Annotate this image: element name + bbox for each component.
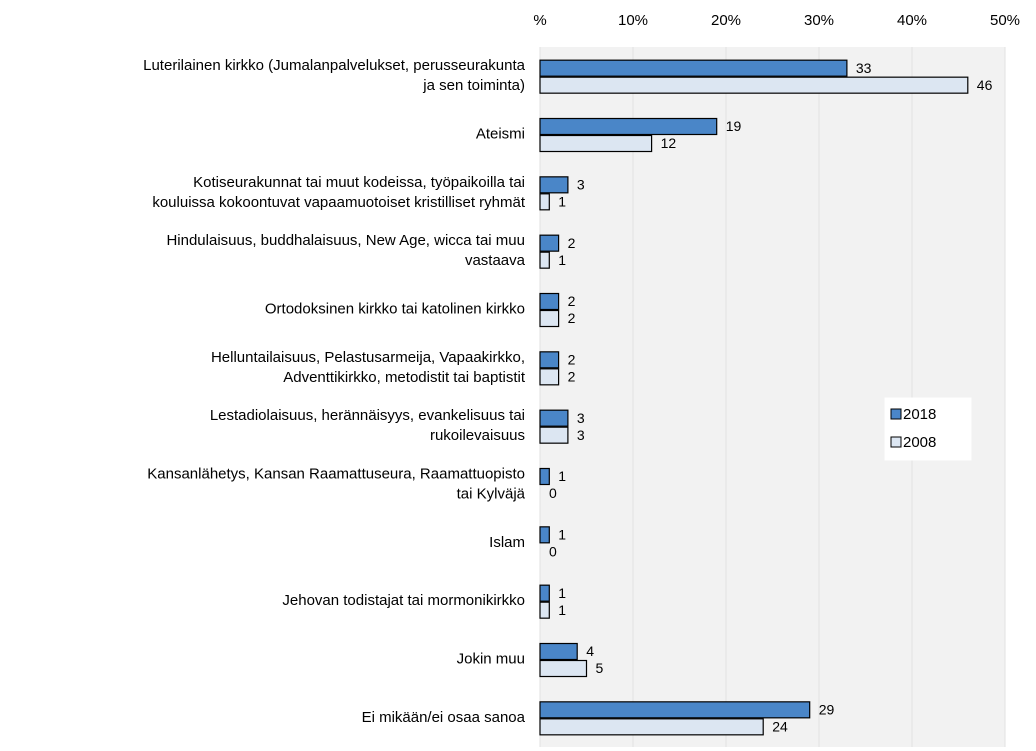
bar [539, 368, 560, 386]
category-label: Ei mikään/ei osaa sanoa [362, 709, 526, 726]
plot-background [540, 47, 1005, 747]
value-label: 2 [568, 352, 576, 368]
x-tick-label: 50% [990, 12, 1020, 29]
category-label: Lestadiolaisuus, herännäisyys, evankelis… [210, 407, 525, 424]
category-label: kouluissa kokoontuvat vapaamuotoiset kri… [152, 194, 526, 211]
legend-label: 2018 [903, 406, 936, 423]
category-label: tai Kylväjä [457, 485, 526, 502]
value-label: 2 [568, 369, 576, 385]
bar [539, 76, 969, 94]
bar [539, 292, 560, 311]
value-label: 1 [558, 602, 566, 618]
value-label: 19 [726, 118, 742, 134]
category-label: Kansanlähetys, Kansan Raamattuseura, Raa… [147, 465, 525, 482]
value-label: 2 [568, 293, 576, 309]
value-label: 1 [558, 468, 566, 484]
value-label: 33 [856, 60, 872, 76]
bar [539, 584, 550, 602]
value-label: 1 [558, 585, 566, 601]
category-label: ja sen toiminta) [422, 77, 525, 94]
value-label: 4 [586, 643, 594, 659]
value-label: 5 [596, 660, 604, 676]
bar [539, 59, 848, 77]
bar [539, 176, 569, 194]
bar [539, 234, 560, 252]
value-label: 29 [819, 702, 835, 718]
category-label: Kotiseurakunnat tai muut kodeissa, työpa… [193, 174, 525, 191]
category-label: Islam [489, 534, 525, 551]
value-label: 2 [568, 235, 576, 251]
bar [539, 134, 653, 153]
bar [539, 701, 811, 719]
bar [539, 193, 550, 211]
value-label: 0 [549, 485, 557, 501]
category-label: Luterilainen kirkko (Jumalanpalvelukset,… [143, 57, 526, 74]
value-label: 46 [977, 77, 993, 93]
value-label: 1 [558, 527, 566, 543]
category-label: Ateismi [476, 125, 525, 142]
x-tick-label: 30% [804, 12, 834, 29]
legend-label: 2008 [903, 434, 936, 451]
category-label: Helluntailaisuus, Pelastusarmeija, Vapaa… [211, 349, 525, 366]
legend-box [884, 397, 972, 461]
x-tick-label: % [533, 12, 546, 29]
bar [539, 309, 560, 328]
category-label: Adventtikirkko, metodistit tai baptistit [283, 369, 526, 386]
bar [539, 642, 578, 661]
bar [539, 251, 550, 269]
bar [539, 351, 560, 369]
bar [539, 718, 764, 736]
category-label: vastaava [465, 252, 526, 269]
value-label: 3 [577, 427, 585, 443]
x-tick-label: 40% [897, 12, 927, 29]
category-label: Jokin muu [457, 650, 525, 667]
category-label: Ortodoksinen kirkko tai katolinen kirkko [265, 300, 525, 317]
value-label: 3 [577, 410, 585, 426]
legend-swatch [890, 436, 902, 448]
bar [539, 426, 569, 444]
value-label: 24 [772, 719, 788, 735]
bar [539, 659, 588, 678]
category-label: Hindulaisuus, buddhalaisuus, New Age, wi… [166, 232, 525, 249]
bar [539, 409, 569, 427]
value-label: 0 [549, 544, 557, 560]
bar [539, 601, 550, 619]
bar [539, 526, 550, 544]
category-label: rukoilevaisuus [430, 427, 525, 444]
legend-swatch [890, 408, 902, 420]
x-tick-label: 20% [711, 12, 741, 29]
x-tick-label: 10% [618, 12, 648, 29]
value-label: 3 [577, 177, 585, 193]
bar [539, 117, 718, 136]
category-label: Jehovan todistajat tai mormonikirkko [282, 592, 525, 609]
value-label: 1 [558, 194, 566, 210]
value-label: 1 [558, 252, 566, 268]
bar [539, 467, 550, 486]
value-label: 2 [568, 310, 576, 326]
value-label: 12 [661, 135, 677, 151]
